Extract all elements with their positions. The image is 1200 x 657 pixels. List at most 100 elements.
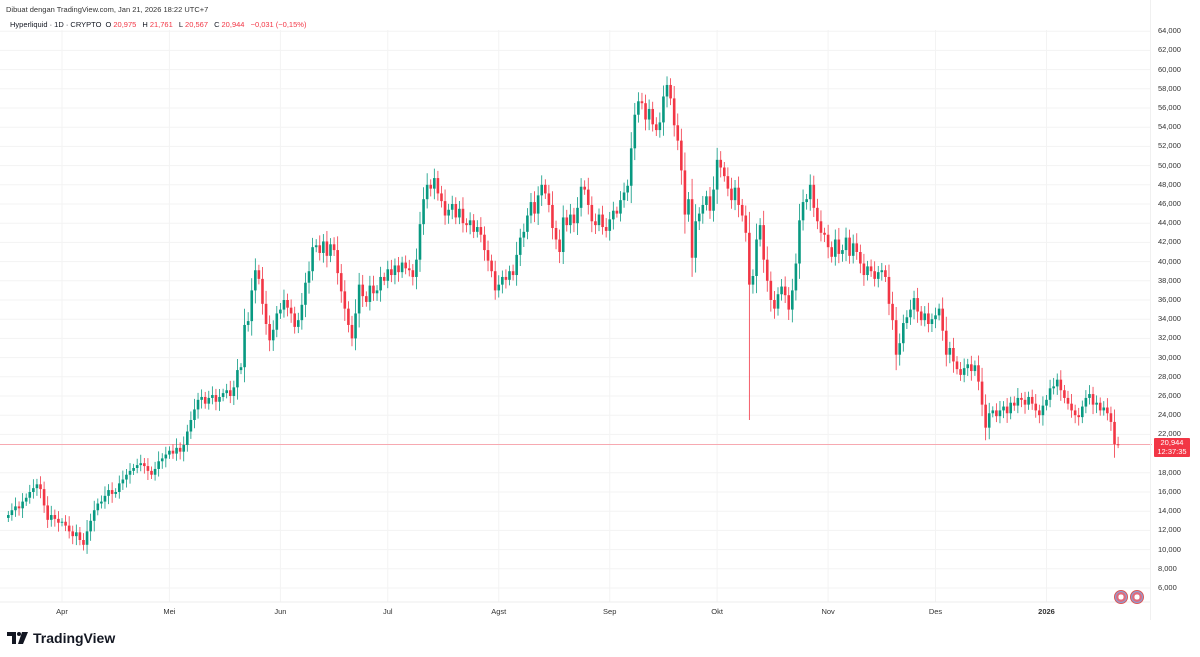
candle[interactable] [780, 278, 783, 301]
candle[interactable] [837, 227, 841, 264]
candle[interactable] [400, 256, 404, 278]
candle[interactable] [640, 92, 644, 110]
candle[interactable] [522, 223, 526, 248]
candle[interactable] [726, 167, 730, 197]
candle[interactable] [730, 177, 733, 209]
candle[interactable] [701, 195, 705, 224]
candle[interactable] [422, 187, 425, 235]
candle[interactable] [1016, 388, 1020, 414]
candle[interactable] [311, 237, 314, 281]
candle[interactable] [132, 463, 135, 475]
candle[interactable] [984, 394, 987, 441]
candle[interactable] [236, 358, 239, 400]
candle[interactable] [529, 193, 533, 224]
candle[interactable] [171, 444, 175, 459]
candle[interactable] [948, 341, 952, 364]
candle[interactable] [143, 457, 146, 474]
candle[interactable] [436, 170, 440, 201]
candle[interactable] [282, 289, 286, 318]
candle[interactable] [841, 244, 844, 262]
candle[interactable] [873, 261, 876, 287]
candle[interactable] [475, 220, 479, 238]
candle[interactable] [905, 310, 909, 329]
candle[interactable] [515, 241, 518, 286]
candle[interactable] [876, 265, 880, 288]
candle[interactable] [418, 211, 422, 272]
candle[interactable] [1045, 395, 1048, 411]
candle[interactable] [583, 180, 586, 195]
candle[interactable] [347, 301, 350, 333]
candle[interactable] [1002, 401, 1005, 419]
candle[interactable] [92, 500, 96, 532]
candle[interactable] [966, 358, 970, 376]
candle[interactable] [386, 260, 390, 289]
candle[interactable] [518, 228, 522, 267]
candle[interactable] [544, 179, 547, 199]
candle[interactable] [325, 231, 329, 268]
candle[interactable] [182, 436, 186, 462]
candle[interactable] [733, 180, 737, 211]
candle[interactable] [662, 85, 665, 136]
candle[interactable] [1098, 397, 1102, 416]
candle[interactable] [694, 204, 697, 273]
candle[interactable] [286, 293, 289, 317]
candle[interactable] [49, 505, 53, 527]
candle[interactable] [254, 258, 257, 304]
candle[interactable] [762, 210, 765, 273]
candle[interactable] [57, 511, 60, 532]
us-flag-event-icon[interactable] [1114, 590, 1128, 604]
candle[interactable] [715, 147, 719, 204]
candle[interactable] [751, 269, 755, 294]
candle[interactable] [329, 238, 332, 263]
candle[interactable] [755, 223, 758, 294]
candle[interactable] [687, 192, 690, 222]
candle[interactable] [289, 299, 293, 323]
candle[interactable] [271, 320, 275, 351]
candle[interactable] [805, 193, 808, 210]
candle[interactable] [110, 482, 114, 503]
candle[interactable] [844, 227, 848, 262]
candle[interactable] [604, 218, 608, 238]
candle[interactable] [1034, 394, 1038, 418]
candle[interactable] [214, 388, 218, 411]
candle[interactable] [497, 275, 501, 298]
candle[interactable] [848, 229, 851, 264]
candle[interactable] [748, 211, 751, 420]
candle[interactable] [139, 454, 143, 472]
candle[interactable] [923, 306, 927, 327]
candle[interactable] [1116, 436, 1120, 449]
candle[interactable] [697, 207, 701, 231]
candle[interactable] [536, 186, 540, 225]
candle[interactable] [146, 458, 150, 481]
candle[interactable] [17, 501, 21, 516]
candle[interactable] [339, 264, 343, 303]
candle[interactable] [787, 287, 791, 321]
candle[interactable] [851, 234, 855, 264]
candle[interactable] [372, 275, 375, 301]
candle[interactable] [944, 316, 948, 367]
candle[interactable] [153, 461, 157, 481]
candle[interactable] [203, 391, 207, 409]
candle[interactable] [350, 315, 354, 347]
candle[interactable] [690, 178, 694, 277]
candle[interactable] [987, 402, 991, 440]
candle[interactable] [304, 272, 307, 318]
candle[interactable] [207, 390, 211, 410]
candle[interactable] [669, 78, 672, 106]
candle[interactable] [737, 176, 740, 218]
candle[interactable] [493, 260, 497, 300]
candle[interactable] [32, 479, 35, 499]
candle[interactable] [894, 307, 898, 371]
candle[interactable] [411, 264, 415, 286]
us-flag-event-icon[interactable] [1130, 590, 1144, 604]
candle[interactable] [261, 266, 264, 315]
candle[interactable] [1012, 396, 1016, 411]
candle[interactable] [744, 205, 748, 242]
candle[interactable] [7, 510, 10, 522]
candle[interactable] [160, 453, 164, 469]
candle[interactable] [898, 333, 902, 366]
candle[interactable] [608, 211, 612, 241]
candle[interactable] [89, 513, 92, 541]
candle[interactable] [683, 152, 687, 234]
candle[interactable] [407, 259, 411, 277]
